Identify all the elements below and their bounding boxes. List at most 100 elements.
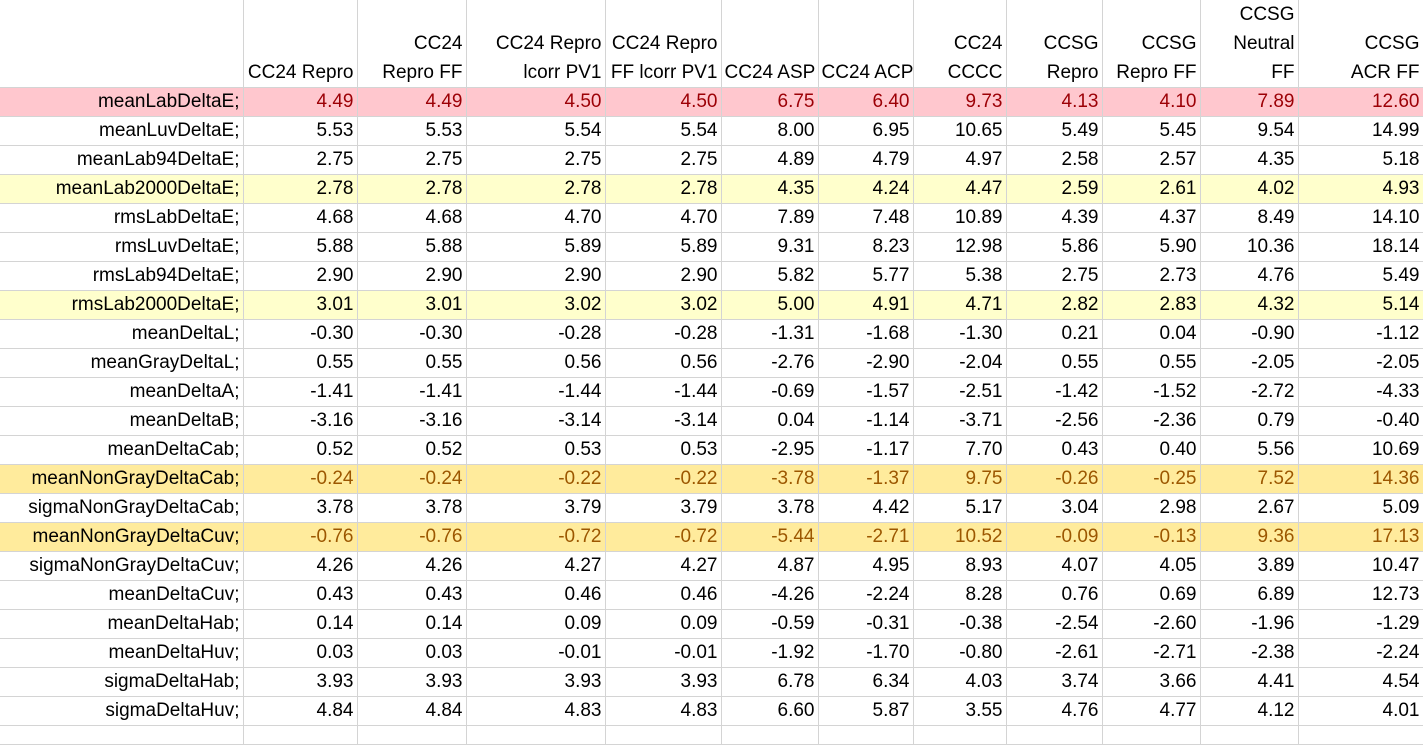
value-cell[interactable]: 10.89 <box>913 203 1007 233</box>
value-cell[interactable]: -5.44 <box>721 522 819 552</box>
value-cell[interactable]: -0.25 <box>1102 464 1201 494</box>
value-cell[interactable]: -0.69 <box>721 377 819 407</box>
value-cell[interactable]: -0.24 <box>243 464 358 494</box>
row-label-cell[interactable]: rmsLabDeltaE; <box>0 203 244 233</box>
value-cell[interactable]: 5.88 <box>243 232 358 262</box>
value-cell[interactable]: -0.30 <box>357 319 467 349</box>
value-cell[interactable]: 0.43 <box>1006 435 1103 465</box>
value-cell[interactable]: 0.53 <box>466 435 606 465</box>
value-cell[interactable]: 0.40 <box>1102 435 1201 465</box>
value-cell[interactable]: 5.56 <box>1200 435 1299 465</box>
value-cell[interactable]: 0.46 <box>466 580 606 610</box>
value-cell[interactable]: 4.89 <box>721 145 819 175</box>
value-cell[interactable]: 8.00 <box>721 116 819 146</box>
value-cell[interactable]: 2.90 <box>605 261 722 291</box>
value-cell[interactable]: -2.72 <box>1200 377 1299 407</box>
value-cell[interactable]: 6.89 <box>1200 580 1299 610</box>
value-cell[interactable]: -3.14 <box>466 406 606 436</box>
row-label-cell[interactable]: meanDeltaHuv; <box>0 638 244 668</box>
value-cell[interactable]: 2.90 <box>243 261 358 291</box>
value-cell[interactable]: -0.38 <box>913 609 1007 639</box>
value-cell[interactable]: -1.70 <box>818 638 914 668</box>
value-cell[interactable]: 2.73 <box>1102 261 1201 291</box>
column-header[interactable]: CCSG Neutral FF <box>1200 0 1299 88</box>
row-label-cell[interactable]: meanDeltaCab; <box>0 435 244 465</box>
value-cell[interactable]: 3.74 <box>1006 667 1103 697</box>
value-cell[interactable]: 4.83 <box>466 696 606 726</box>
value-cell[interactable]: 5.38 <box>913 261 1007 291</box>
value-cell[interactable]: -1.44 <box>466 377 606 407</box>
value-cell[interactable]: 4.84 <box>243 696 358 726</box>
value-cell[interactable]: 3.93 <box>605 667 722 697</box>
value-cell[interactable]: 4.87 <box>721 551 819 581</box>
value-cell[interactable]: 7.89 <box>1200 87 1299 117</box>
value-cell[interactable]: -2.61 <box>1006 638 1103 668</box>
row-label-cell[interactable]: rmsLab2000DeltaE; <box>0 290 244 320</box>
value-cell[interactable]: 0.43 <box>357 580 467 610</box>
value-cell[interactable]: 4.68 <box>357 203 467 233</box>
row-label-cell[interactable]: rmsLuvDeltaE; <box>0 232 244 262</box>
value-cell[interactable]: -2.90 <box>818 348 914 378</box>
column-header[interactable]: CC24 Repro FF <box>357 0 467 88</box>
empty-cell[interactable] <box>818 725 914 745</box>
value-cell[interactable]: 12.98 <box>913 232 1007 262</box>
value-cell[interactable]: 2.67 <box>1200 493 1299 523</box>
value-cell[interactable]: 6.95 <box>818 116 914 146</box>
value-cell[interactable]: 3.66 <box>1102 667 1201 697</box>
row-label-cell[interactable]: meanDeltaHab; <box>0 609 244 639</box>
value-cell[interactable]: 0.09 <box>605 609 722 639</box>
value-cell[interactable]: 4.76 <box>1006 696 1103 726</box>
value-cell[interactable]: 2.58 <box>1006 145 1103 175</box>
value-cell[interactable]: 2.61 <box>1102 174 1201 204</box>
value-cell[interactable]: 9.75 <box>913 464 1007 494</box>
row-label-cell[interactable]: meanLuvDeltaE; <box>0 116 244 146</box>
value-cell[interactable]: -3.16 <box>357 406 467 436</box>
value-cell[interactable]: -2.24 <box>818 580 914 610</box>
value-cell[interactable]: -3.78 <box>721 464 819 494</box>
value-cell[interactable]: 18.14 <box>1298 232 1423 262</box>
value-cell[interactable]: 14.99 <box>1298 116 1423 146</box>
value-cell[interactable]: -1.57 <box>818 377 914 407</box>
value-cell[interactable]: -0.40 <box>1298 406 1423 436</box>
value-cell[interactable]: 2.75 <box>466 145 606 175</box>
row-label-cell[interactable]: meanDeltaA; <box>0 377 244 407</box>
value-cell[interactable]: 3.79 <box>466 493 606 523</box>
column-header[interactable]: CCSG Repro <box>1006 0 1103 88</box>
value-cell[interactable]: 9.54 <box>1200 116 1299 146</box>
value-cell[interactable]: 4.35 <box>721 174 819 204</box>
value-cell[interactable]: 4.27 <box>605 551 722 581</box>
value-cell[interactable]: 2.98 <box>1102 493 1201 523</box>
row-label-cell[interactable]: meanLab94DeltaE; <box>0 145 244 175</box>
value-cell[interactable]: -0.80 <box>913 638 1007 668</box>
value-cell[interactable]: 4.27 <box>466 551 606 581</box>
value-cell[interactable]: 4.02 <box>1200 174 1299 204</box>
value-cell[interactable]: -0.09 <box>1006 522 1103 552</box>
value-cell[interactable]: 2.75 <box>1006 261 1103 291</box>
value-cell[interactable]: 14.10 <box>1298 203 1423 233</box>
row-label-cell[interactable]: meanDeltaL; <box>0 319 244 349</box>
value-cell[interactable]: -1.68 <box>818 319 914 349</box>
value-cell[interactable]: -2.51 <box>913 377 1007 407</box>
value-cell[interactable]: -1.29 <box>1298 609 1423 639</box>
value-cell[interactable]: 10.47 <box>1298 551 1423 581</box>
value-cell[interactable]: 4.47 <box>913 174 1007 204</box>
value-cell[interactable]: -0.76 <box>357 522 467 552</box>
value-cell[interactable]: -2.60 <box>1102 609 1201 639</box>
column-header[interactable]: CC24 Repro <box>243 0 358 88</box>
value-cell[interactable]: 2.90 <box>466 261 606 291</box>
row-label-cell[interactable]: meanLabDeltaE; <box>0 87 244 117</box>
value-cell[interactable]: 3.01 <box>243 290 358 320</box>
value-cell[interactable]: -0.01 <box>466 638 606 668</box>
value-cell[interactable]: 5.53 <box>243 116 358 146</box>
value-cell[interactable]: -0.90 <box>1200 319 1299 349</box>
value-cell[interactable]: 4.76 <box>1200 261 1299 291</box>
value-cell[interactable]: 4.49 <box>357 87 467 117</box>
value-cell[interactable]: 4.13 <box>1006 87 1103 117</box>
value-cell[interactable]: 8.49 <box>1200 203 1299 233</box>
value-cell[interactable]: 3.78 <box>243 493 358 523</box>
value-cell[interactable]: 4.41 <box>1200 667 1299 697</box>
value-cell[interactable]: 6.78 <box>721 667 819 697</box>
value-cell[interactable]: 6.60 <box>721 696 819 726</box>
value-cell[interactable]: 4.26 <box>357 551 467 581</box>
value-cell[interactable]: 2.75 <box>605 145 722 175</box>
